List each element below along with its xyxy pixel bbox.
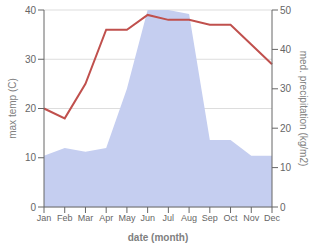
svg-text:date (month): date (month) <box>128 232 189 243</box>
svg-text:med. precipitation (kg/m2): med. precipitation (kg/m2) <box>298 51 309 167</box>
svg-text:40: 40 <box>280 44 292 55</box>
svg-text:Jun: Jun <box>140 213 155 223</box>
svg-text:40: 40 <box>25 5 37 16</box>
svg-text:Apr: Apr <box>99 213 113 223</box>
svg-text:0: 0 <box>280 202 286 213</box>
svg-text:10: 10 <box>25 152 37 163</box>
svg-text:50: 50 <box>280 5 292 16</box>
svg-text:Sep: Sep <box>202 213 218 223</box>
svg-text:30: 30 <box>25 54 37 65</box>
svg-text:Feb: Feb <box>57 213 73 223</box>
svg-text:Jul: Jul <box>163 213 175 223</box>
svg-text:Dec: Dec <box>264 213 281 223</box>
svg-text:20: 20 <box>25 103 37 114</box>
svg-text:10: 10 <box>280 162 292 173</box>
svg-text:20: 20 <box>280 123 292 134</box>
svg-text:Mar: Mar <box>78 213 94 223</box>
svg-text:30: 30 <box>280 83 292 94</box>
svg-text:max temp (C): max temp (C) <box>8 78 18 139</box>
svg-text:0: 0 <box>30 202 36 213</box>
svg-text:Jan: Jan <box>37 213 52 223</box>
svg-text:Aug: Aug <box>181 213 197 223</box>
svg-text:May: May <box>118 213 136 223</box>
svg-text:Oct: Oct <box>224 213 239 223</box>
svg-text:Nov: Nov <box>243 213 260 223</box>
